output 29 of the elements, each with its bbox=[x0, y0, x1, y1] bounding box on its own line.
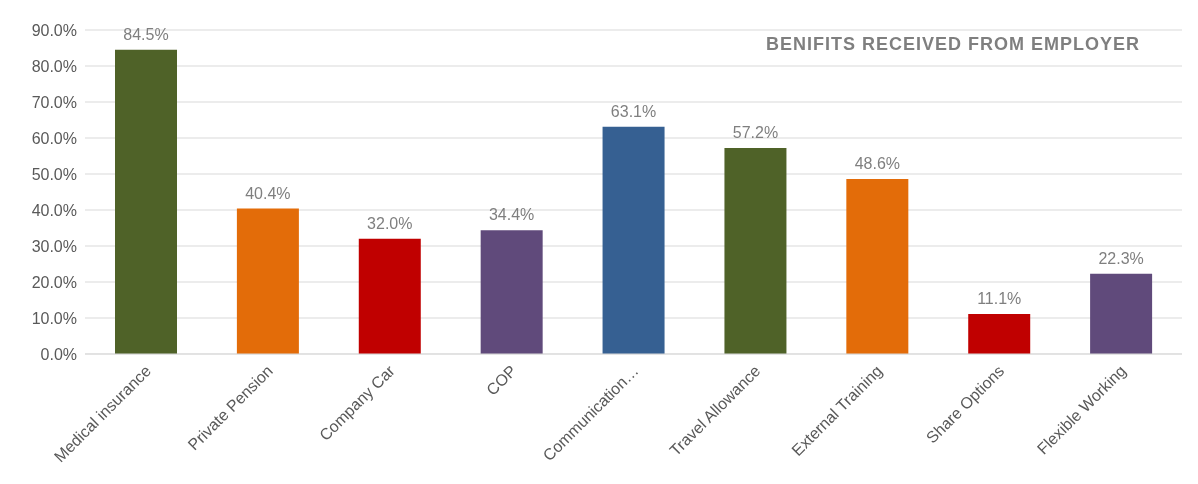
bar bbox=[602, 126, 665, 354]
bar bbox=[1090, 273, 1153, 354]
y-tick-label: 50.0% bbox=[31, 165, 77, 183]
y-tick-label: 90.0% bbox=[31, 21, 77, 39]
data-label: 22.3% bbox=[1098, 249, 1144, 267]
data-label: 57.2% bbox=[732, 124, 779, 142]
bar bbox=[968, 314, 1031, 354]
y-tick-label: 20.0% bbox=[31, 273, 77, 291]
data-label: 84.5% bbox=[123, 25, 169, 43]
y-tick-label: 40.0% bbox=[31, 201, 77, 219]
y-tick-label: 70.0% bbox=[31, 93, 77, 111]
y-tick-label: 0.0% bbox=[40, 345, 77, 363]
data-label: 34.4% bbox=[488, 206, 535, 224]
bar bbox=[236, 208, 299, 354]
data-label: 11.1% bbox=[977, 290, 1022, 308]
y-tick-label: 80.0% bbox=[31, 57, 77, 75]
bar bbox=[480, 230, 543, 354]
data-label: 40.4% bbox=[245, 184, 291, 202]
y-tick-label: 60.0% bbox=[31, 129, 77, 147]
data-label: 48.6% bbox=[854, 155, 901, 173]
bar bbox=[846, 179, 909, 354]
data-label: 32.0% bbox=[367, 214, 413, 232]
bar bbox=[115, 49, 177, 354]
chart-title: BENIFITS RECEIVED FROM EMPLOYER bbox=[765, 34, 1140, 55]
bar bbox=[358, 238, 421, 354]
bar bbox=[724, 148, 787, 354]
data-label: 63.1% bbox=[610, 102, 657, 120]
y-tick-label: 30.0% bbox=[31, 237, 77, 255]
y-tick-label: 10.0% bbox=[31, 309, 77, 327]
